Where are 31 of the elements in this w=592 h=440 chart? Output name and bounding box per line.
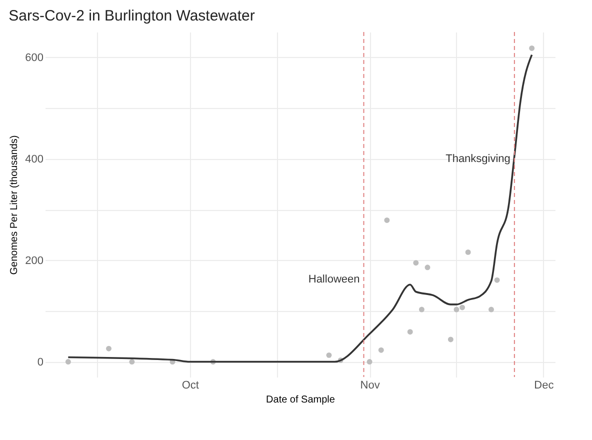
annotation: Halloween: [308, 274, 360, 286]
point: [418, 306, 424, 312]
point: [366, 359, 372, 365]
point: [454, 306, 460, 312]
x-tick-label: Nov: [360, 380, 380, 392]
x-axis-title: Date of Sample: [266, 394, 336, 406]
point: [407, 329, 413, 335]
line-series: [67, 54, 533, 363]
point: [326, 352, 332, 358]
point: [65, 359, 71, 365]
point: [424, 264, 430, 270]
point: [378, 347, 384, 353]
point: [460, 304, 466, 310]
x-tick-label: Oct: [182, 380, 199, 392]
point: [488, 306, 494, 312]
point: [106, 346, 112, 352]
point: [448, 336, 454, 342]
chart-title: Sars-Cov-2 in Burlington Wastewater: [8, 8, 255, 24]
y-tick-label: 400: [25, 153, 44, 166]
point: [384, 217, 390, 223]
y-axis-title: Genomes Per Liter (thousands): [9, 135, 20, 275]
point: [494, 277, 500, 283]
point: [413, 260, 419, 266]
annotation: Thanksgiving: [446, 152, 510, 165]
y-tick-label: 0: [37, 356, 44, 368]
y-tick-label: 600: [25, 52, 44, 64]
point: [129, 359, 135, 365]
point: [465, 249, 471, 255]
x-tick-label: Dec: [534, 380, 554, 392]
y-tick-label: 200: [25, 254, 44, 267]
point: [529, 46, 535, 51]
